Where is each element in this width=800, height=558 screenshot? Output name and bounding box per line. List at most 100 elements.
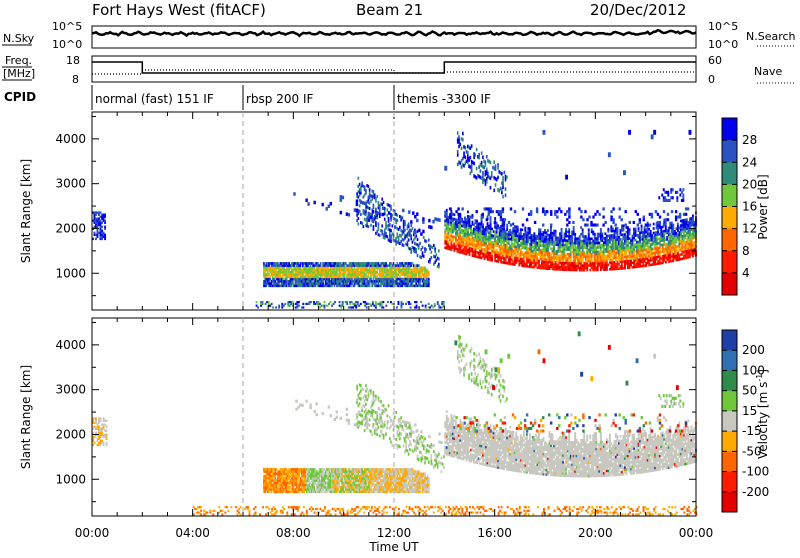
range-cell [573,226,575,229]
range-cell [103,417,105,419]
range-cell [305,199,307,203]
range-cell [278,305,280,307]
range-cell [340,211,342,215]
range-cell [538,262,540,265]
range-cell [271,491,273,494]
range-cell [497,163,499,167]
range-cell [282,491,284,494]
range-cell [365,213,367,216]
range-cell [665,261,667,264]
range-cell [390,240,392,243]
range-cell [368,273,370,276]
noise-left-label: N.Sky [3,32,35,45]
range-cell [619,207,621,210]
range-cell [376,195,378,198]
range-cell [571,237,573,240]
range-cell [95,214,97,216]
noise-right-tick-bottom: 10^0 [708,38,738,51]
colorbar-swatch [722,251,737,273]
range-cell [457,131,459,135]
range-cell [606,268,608,271]
range-cell [476,220,478,223]
range-cell [467,151,469,155]
range-cell [503,221,505,224]
range-cell [416,212,418,216]
range-cell [457,153,459,157]
range-cell [354,285,356,288]
beam-title: Beam 21 [356,1,423,19]
range-cell [419,280,421,283]
colorbar-swatch [722,162,737,184]
range-cell [392,214,394,217]
range-cell [381,224,383,227]
range-cell [580,226,582,229]
range-cell [369,285,371,288]
range-cell [470,216,472,219]
range-cell [495,183,497,187]
range-cell [106,442,108,444]
range-cell [526,218,528,221]
range-cell [588,231,590,234]
range-cell [375,224,377,227]
range-cell [570,257,572,260]
range-cell [257,306,259,308]
range-cell [490,216,492,219]
range-cell [517,228,519,231]
range-cell [415,248,417,251]
range-cell [100,417,102,419]
range-cell [443,301,445,303]
nave-label: Nave [754,65,782,78]
range-cell [493,160,495,164]
range-cell [643,218,645,221]
range-cell [387,208,389,211]
freq-tick-top: 18 [66,54,80,67]
range-cell [426,240,428,243]
range-cell [490,232,492,235]
range-cell [404,220,406,223]
range-cell [398,301,400,303]
y-tick-label: 4000 [55,132,86,146]
range-cell [623,224,625,227]
range-cell [457,150,459,154]
range-cell [485,160,487,164]
range-cell [360,303,362,305]
range-cell [350,285,352,288]
range-cell [493,189,495,193]
range-cell [368,225,370,228]
range-cell [504,218,506,221]
range-cell [506,224,508,227]
range-cell [431,251,433,254]
range-cell [521,229,523,232]
range-cell [671,210,673,213]
range-cell [412,211,414,215]
range-cell [364,186,366,189]
range-cell [428,285,430,288]
range-cell [649,224,651,227]
range-cell [286,285,288,288]
range-cell [365,210,367,213]
range-cell [655,210,657,213]
range-cell [543,130,546,135]
range-cell [686,218,688,221]
range-cell [326,207,328,211]
range-cell [491,228,493,231]
range-cell [310,301,312,303]
range-cell [657,221,659,224]
range-cell [397,233,399,236]
range-cell [101,226,103,228]
station-title: Fort Hays West (fitACF) [92,1,266,19]
range-cell [408,225,410,228]
range-cell [447,243,449,246]
range-cell [506,176,508,180]
range-cell [428,273,430,276]
range-cell [667,191,669,194]
range-cell [663,210,665,213]
range-cell [457,139,460,144]
range-cell [568,228,570,231]
range-cell [502,224,504,227]
range-cell [617,229,619,232]
range-cell [461,207,463,210]
range-cell [412,227,414,230]
range-cell [268,301,270,303]
range-cell [462,138,464,142]
